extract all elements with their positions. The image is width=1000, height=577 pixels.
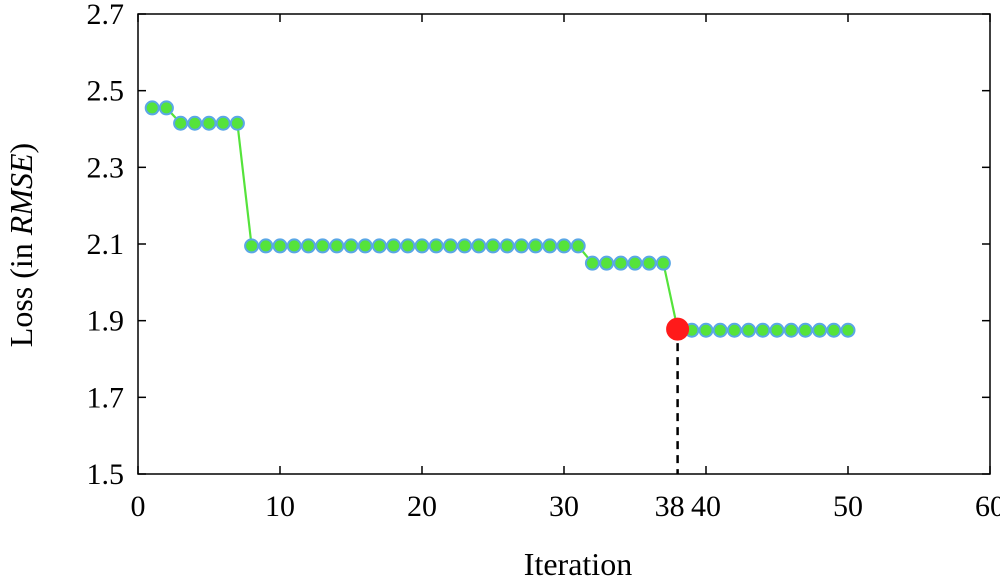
data-point — [414, 238, 430, 254]
data-point — [457, 238, 473, 254]
x-axis-title: Iteration — [524, 546, 632, 577]
data-point — [627, 255, 643, 271]
data-point — [528, 238, 544, 254]
data-point — [286, 238, 302, 254]
x-tick-label: 20 — [407, 490, 437, 523]
data-point — [300, 238, 316, 254]
data-point — [471, 238, 487, 254]
data-point — [499, 238, 515, 254]
labels-layer: Iteration Loss (in RMSE) — [3, 143, 632, 577]
y-tick-label: 2.7 — [87, 0, 125, 31]
data-point — [655, 255, 671, 271]
y-tick-label: 1.7 — [87, 381, 125, 414]
axes-layer: 1.5 1.7 1.9 2.1 2.3 2.5 2.7 0 10 20 30 40 50 60 38 — [87, 0, 1000, 523]
y-tick-label: 1.9 — [87, 305, 125, 338]
y-tick-label: 2.1 — [87, 228, 125, 261]
x-tick-label: 10 — [265, 490, 295, 523]
data-point — [513, 238, 529, 254]
data-point — [357, 238, 373, 254]
data-point — [797, 322, 813, 338]
y-axis-title: Loss (in RMSE) — [3, 143, 39, 347]
data-point — [542, 238, 558, 254]
y-tick-label: 2.3 — [87, 151, 125, 184]
data-point — [741, 322, 757, 338]
data-point — [244, 238, 260, 254]
data-point — [272, 238, 288, 254]
data-point — [755, 322, 771, 338]
data-point — [485, 238, 501, 254]
data-point — [812, 322, 828, 338]
x-tick-label: 40 — [691, 490, 721, 523]
data-point — [783, 322, 799, 338]
data-point — [229, 115, 245, 131]
y-tick-label: 1.5 — [87, 458, 125, 491]
x-tick-label: 0 — [131, 490, 146, 523]
data-point — [386, 238, 402, 254]
x-tick-label: 30 — [549, 490, 579, 523]
data-point — [769, 322, 785, 338]
x-tick-label: 50 — [833, 490, 863, 523]
y-axis-title-prefix: Loss (in — [3, 235, 39, 347]
data-point — [315, 238, 331, 254]
data-point — [570, 238, 586, 254]
data-point — [613, 255, 629, 271]
data-point — [840, 322, 856, 338]
data-point — [343, 238, 359, 254]
y-axis-title-italic: RMSE — [3, 153, 39, 236]
highlight-point — [666, 317, 690, 341]
data-point — [599, 255, 615, 271]
data-point — [400, 238, 416, 254]
data-point — [641, 255, 657, 271]
data-point — [144, 100, 160, 116]
data-point — [826, 322, 842, 338]
data-point — [258, 238, 274, 254]
series-line — [152, 106, 848, 332]
data-point — [173, 115, 189, 131]
data-point — [201, 115, 217, 131]
data-point — [712, 322, 728, 338]
data-point — [726, 322, 742, 338]
data-point — [187, 115, 203, 131]
series-layer — [144, 100, 856, 474]
data-point — [215, 115, 231, 131]
data-point — [428, 238, 444, 254]
data-point — [158, 100, 174, 116]
x-tick-label: 60 — [975, 490, 1000, 523]
data-point — [584, 255, 600, 271]
data-point — [371, 238, 387, 254]
y-axis-title-suffix: ) — [3, 143, 39, 154]
y-tick-label: 2.5 — [87, 75, 125, 108]
data-point — [329, 238, 345, 254]
data-point — [442, 238, 458, 254]
x-tick-label-highlight: 38 — [655, 490, 685, 523]
data-point — [698, 322, 714, 338]
data-point — [556, 238, 572, 254]
